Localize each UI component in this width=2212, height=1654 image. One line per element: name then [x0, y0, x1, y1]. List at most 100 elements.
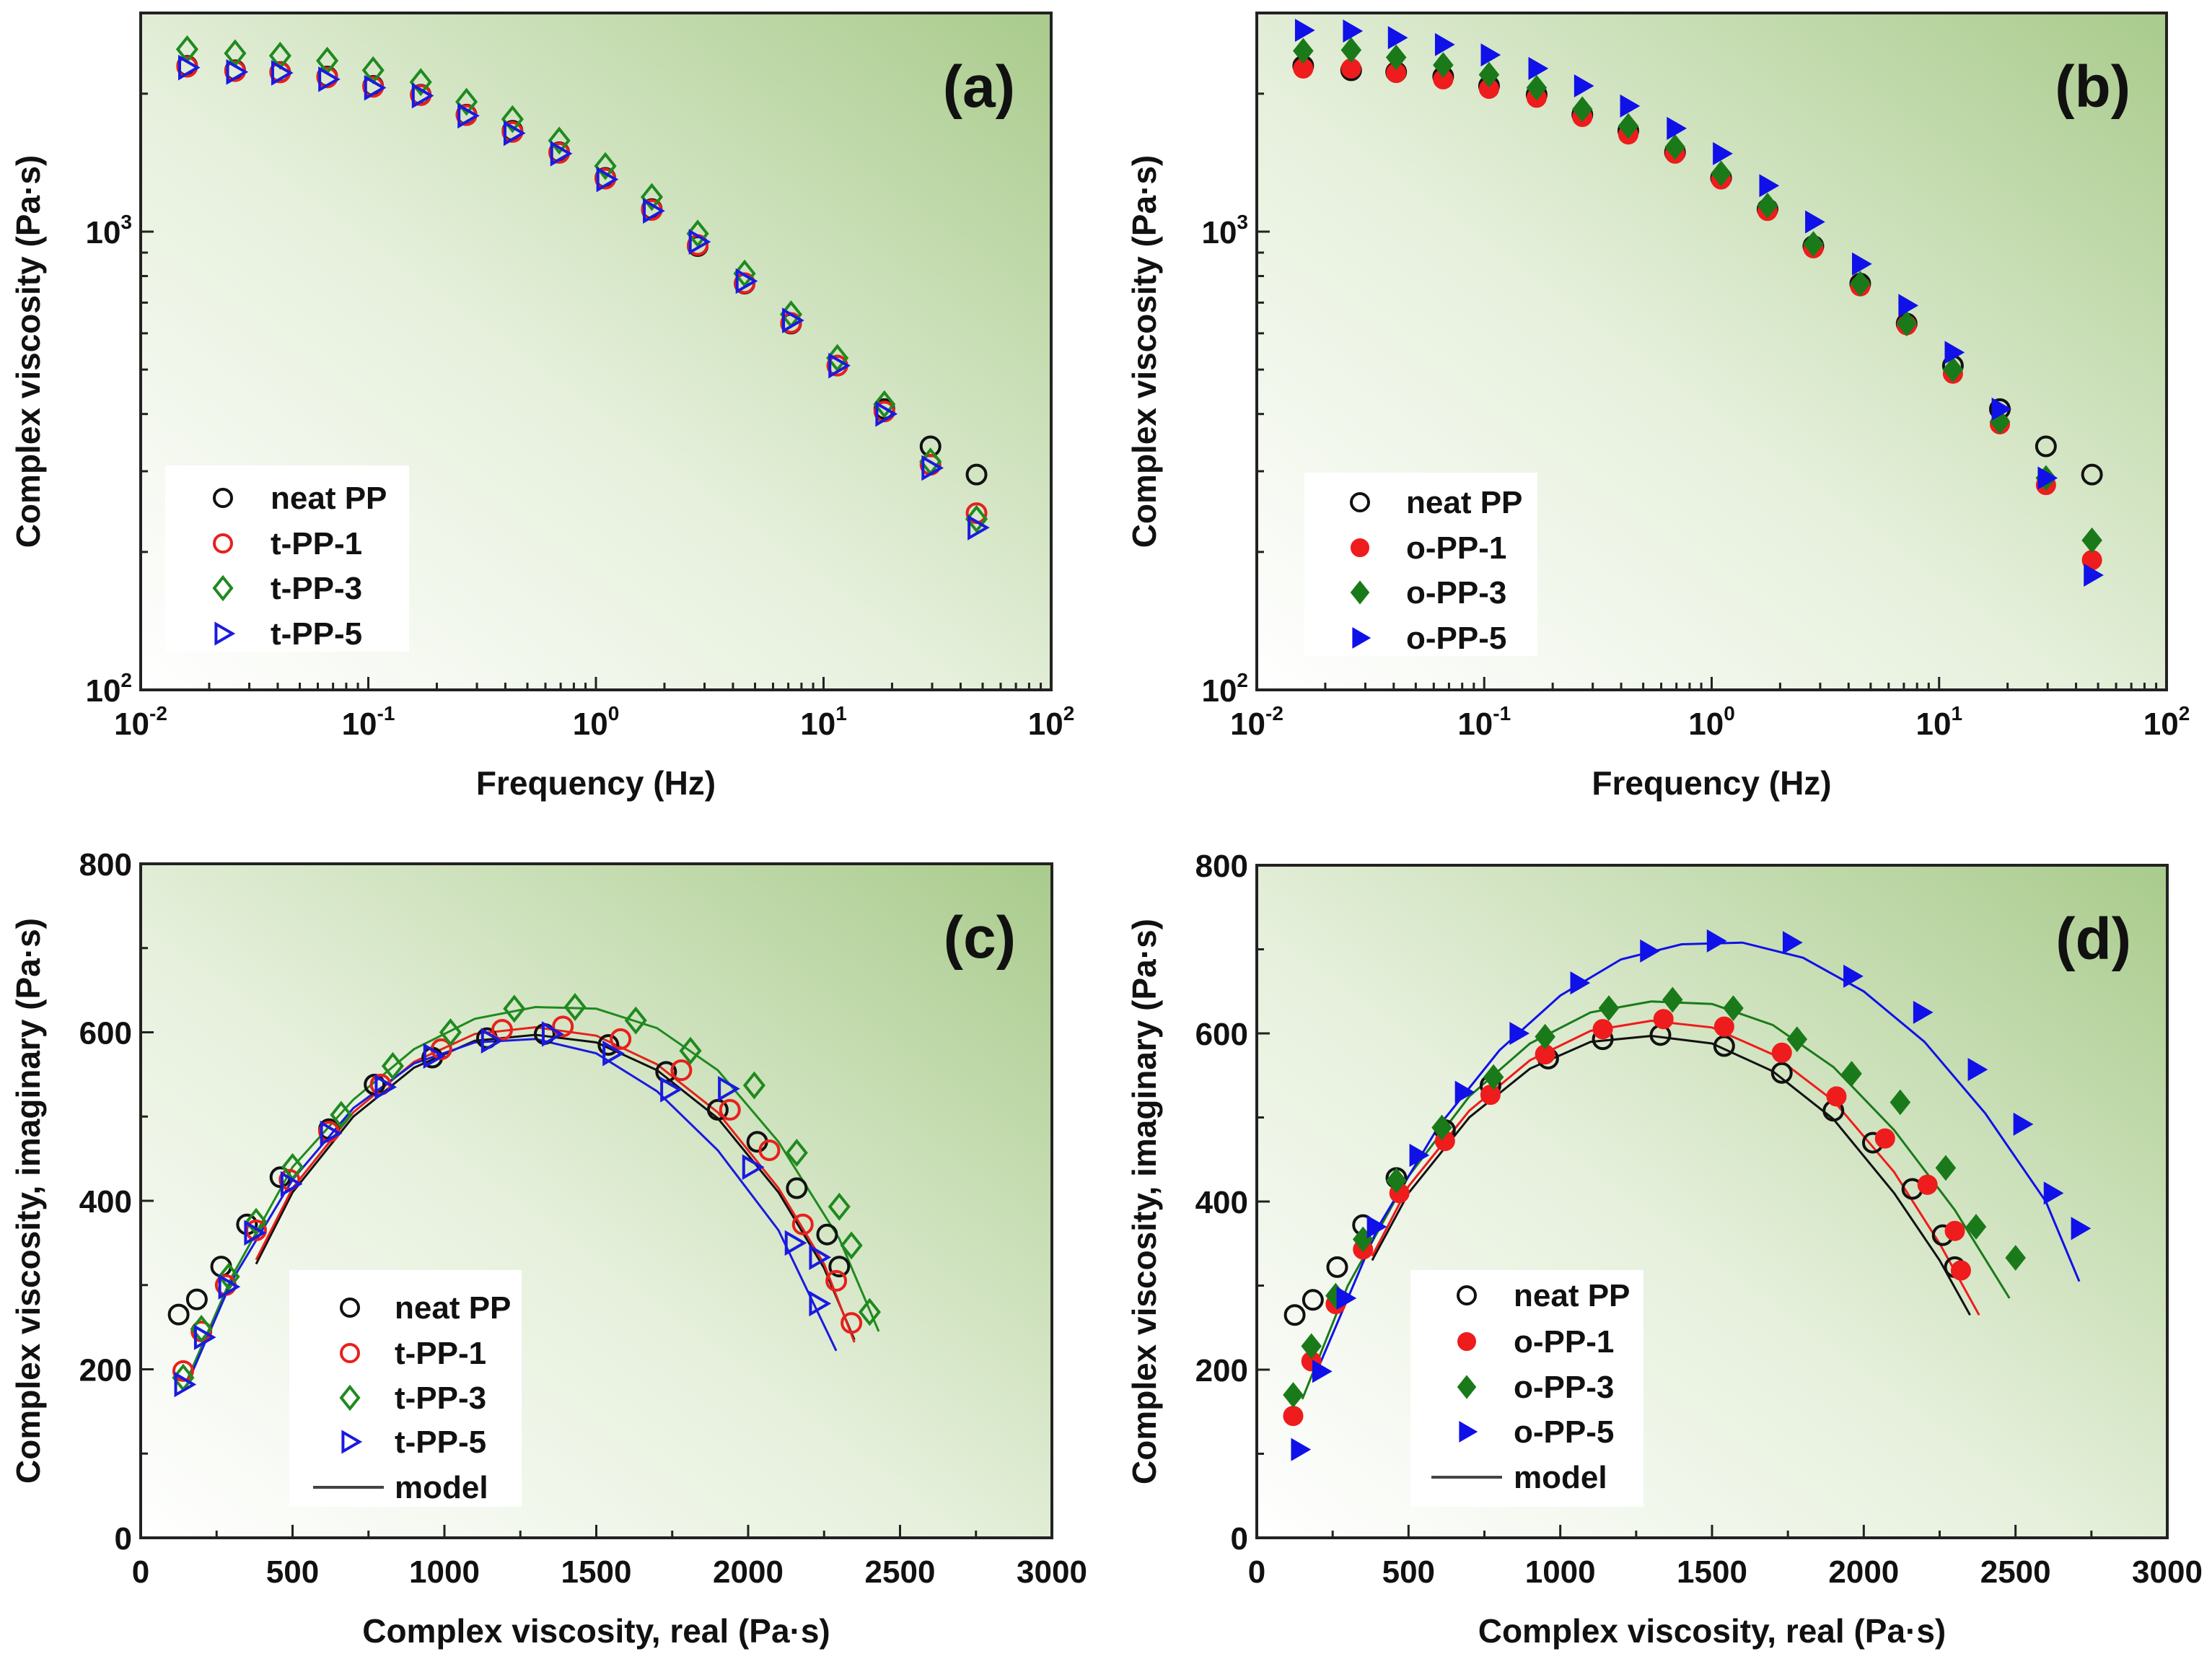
legend-label: o-PP-1 — [1406, 530, 1506, 566]
legend-marker — [1459, 1421, 1478, 1443]
data-point — [967, 515, 990, 541]
model-curve-neat-PP — [1371, 1034, 1971, 1316]
model-curve-o-PP-1 — [1371, 1019, 1980, 1316]
legend-label: t-PP-1 — [395, 1336, 486, 1371]
y-tick-label: 200 — [79, 1353, 132, 1388]
series-t-PP-5 — [174, 1021, 832, 1398]
data-point — [1640, 939, 1660, 963]
data-point — [245, 1207, 268, 1236]
data-point — [825, 1269, 848, 1292]
data-point — [455, 87, 478, 116]
data-point — [1293, 38, 1314, 64]
legend: neat PP t-PP-1 t-PP-3 t-PP-5 — [165, 465, 409, 652]
data-point — [1291, 1438, 1312, 1461]
y-tick-label: 103 — [1201, 211, 1248, 250]
legend-box — [289, 1270, 522, 1507]
data-point — [174, 1371, 197, 1398]
legend-marker — [341, 1430, 363, 1454]
x-tick-label: 2000 — [713, 1554, 784, 1590]
data-point — [1782, 931, 1803, 955]
data-point — [1409, 1143, 1430, 1167]
data-point — [826, 344, 849, 372]
data-point — [1771, 1042, 1792, 1063]
plot-frame — [1255, 864, 2169, 1539]
x-tick-label: 1000 — [1525, 1554, 1596, 1590]
data-point — [1935, 1155, 1957, 1181]
data-point — [1283, 1406, 1304, 1427]
model-curve-t-PP-3 — [185, 1005, 880, 1383]
legend-marker — [339, 1384, 361, 1412]
data-point — [828, 1256, 851, 1278]
data-point — [218, 1274, 241, 1300]
data-point — [670, 1059, 693, 1082]
y-tick-label: 800 — [79, 847, 132, 883]
data-point — [226, 59, 249, 85]
legend-marker — [212, 574, 234, 602]
data-point — [1301, 1333, 1322, 1360]
data-point — [858, 1298, 881, 1326]
x-tick-label: 3000 — [2132, 1554, 2203, 1590]
chart-panel-a: 10-2 10-1 100 101 102 102 103 Frequency (Hz) Com… — [9, 12, 1074, 802]
data-point — [1366, 1215, 1387, 1238]
data-point — [548, 126, 571, 155]
x-tick-label: 3000 — [1017, 1554, 1087, 1590]
data-point — [828, 1192, 851, 1221]
data-point — [2037, 466, 2058, 490]
data-point — [172, 1360, 194, 1382]
y-tick-label: 102 — [1201, 669, 1248, 709]
x-tick-label: 10-2 — [114, 702, 167, 742]
data-point — [785, 1139, 808, 1167]
legend-marker — [213, 488, 233, 508]
x-tick-label: 100 — [573, 702, 620, 742]
x-axis-title: Complex viscosity, real (Pa·s) — [362, 1612, 830, 1650]
data-point — [1713, 141, 1733, 165]
data-point — [610, 1028, 632, 1050]
data-point — [1759, 174, 1780, 198]
data-point — [320, 1120, 343, 1147]
data-point — [193, 1324, 216, 1350]
data-point — [409, 68, 432, 97]
data-point — [1711, 160, 1732, 187]
x-tick-label: 0 — [132, 1554, 149, 1590]
x-tick-label: 1500 — [1677, 1554, 1747, 1590]
data-point — [2084, 563, 2104, 587]
data-point — [1570, 971, 1591, 995]
data-point — [1965, 1214, 1987, 1240]
data-point — [742, 1071, 765, 1100]
panel-label: (c) — [944, 905, 1016, 971]
y-tick-label: 800 — [1195, 849, 1248, 884]
data-point — [828, 352, 851, 379]
x-tick-label: 2000 — [1828, 1554, 1899, 1590]
series-o-PP-5 — [1294, 18, 2104, 587]
y-tick-label: 102 — [85, 669, 132, 709]
data-point — [503, 120, 526, 146]
legend-box — [165, 465, 409, 652]
legend-marker — [340, 1343, 360, 1363]
y-tick-label: 200 — [1195, 1353, 1248, 1388]
legend-box — [1410, 1270, 1643, 1507]
data-point — [1535, 1023, 1555, 1050]
data-point — [2005, 1245, 2026, 1271]
series-o-PP-5 — [1291, 929, 2092, 1461]
legend-label: neat PP — [395, 1290, 511, 1326]
data-point — [1283, 1382, 1304, 1408]
data-point — [1898, 294, 1919, 318]
legend-marker — [1351, 538, 1369, 557]
legend-box — [1304, 473, 1537, 656]
x-tick-label: 10-2 — [1230, 702, 1283, 742]
data-point — [503, 994, 526, 1023]
plot-frame — [139, 862, 1053, 1539]
data-point — [1480, 43, 1501, 67]
model-curve-neat-PP — [255, 1033, 856, 1341]
x-tick-label: 101 — [1915, 702, 1962, 742]
legend-marker — [1457, 1285, 1477, 1305]
data-point — [1592, 1019, 1613, 1040]
legend-label: o-PP-3 — [1406, 575, 1506, 611]
legend-marker — [1350, 492, 1370, 512]
y-axis-title: Complex viscosity, imaginary (Pa·s) — [9, 918, 47, 1484]
data-point — [602, 1040, 625, 1067]
legend: neat PP o-PP-1 o-PP-3 o-PP-5 — [1304, 473, 1537, 656]
data-point — [1850, 271, 1871, 297]
y-tick-label: 0 — [115, 1521, 132, 1557]
chart-panels: 10-2 10-1 100 101 102 102 103 Frequency (Hz) Com… — [9, 12, 2203, 1650]
